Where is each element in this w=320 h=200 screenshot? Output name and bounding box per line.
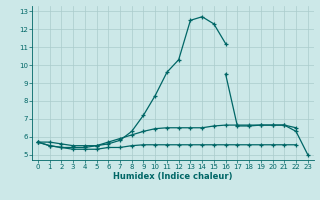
X-axis label: Humidex (Indice chaleur): Humidex (Indice chaleur) (113, 172, 233, 181)
